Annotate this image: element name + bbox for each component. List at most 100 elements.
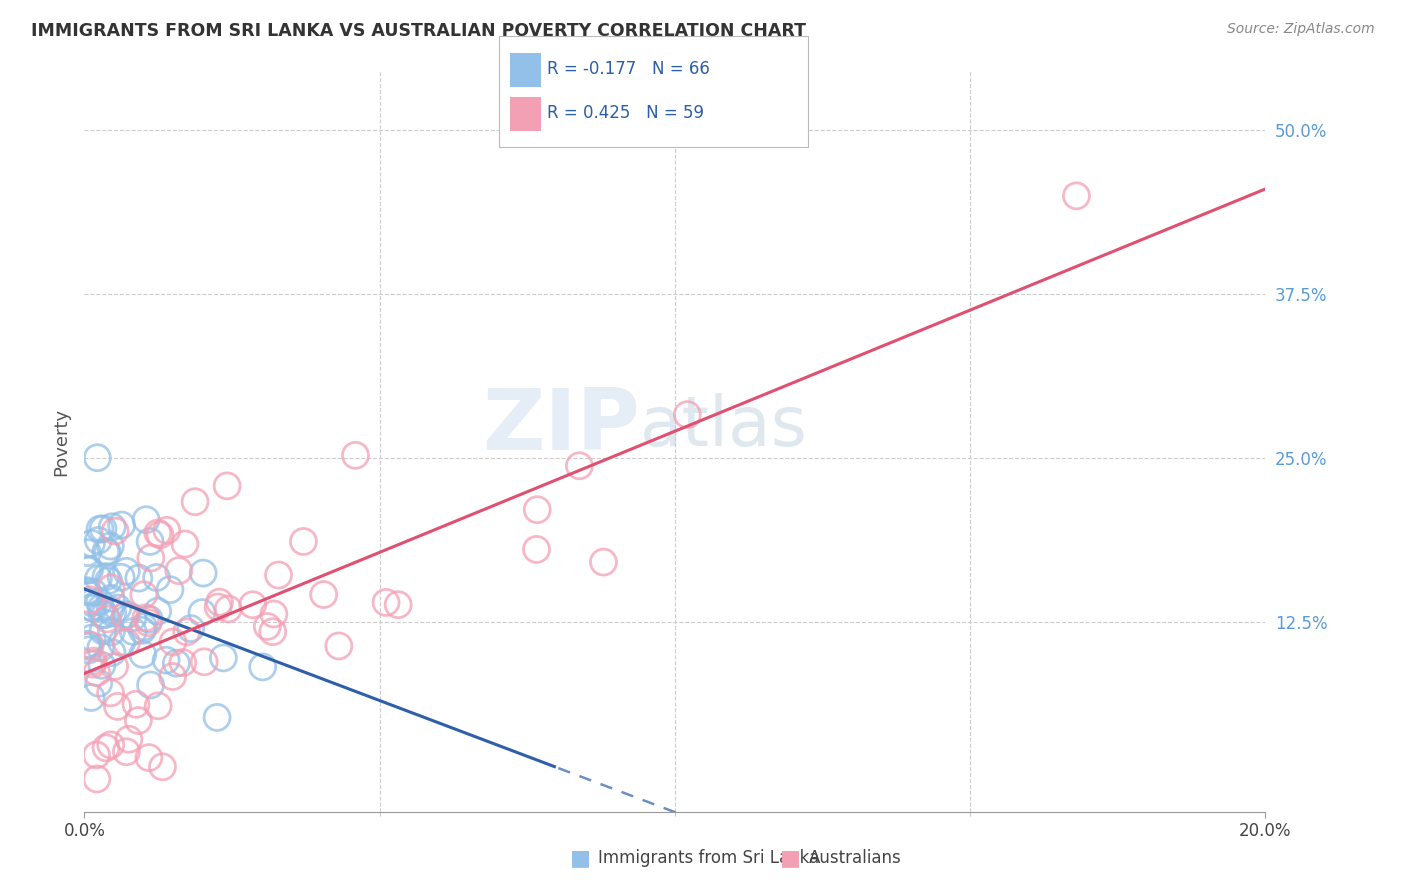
Point bbox=[167, 564, 190, 578]
Point bbox=[127, 714, 149, 728]
Point bbox=[107, 699, 129, 714]
Point bbox=[86, 665, 108, 680]
Point bbox=[135, 611, 157, 625]
Point bbox=[242, 598, 264, 612]
Point bbox=[76, 546, 98, 560]
Point bbox=[132, 588, 155, 602]
Point bbox=[162, 669, 184, 683]
Point bbox=[156, 524, 179, 538]
Point bbox=[86, 450, 108, 465]
Point bbox=[262, 624, 284, 639]
Point bbox=[174, 537, 197, 551]
Point bbox=[87, 572, 110, 586]
Text: R = -0.177   N = 66: R = -0.177 N = 66 bbox=[547, 60, 710, 78]
Point bbox=[152, 760, 174, 774]
Point bbox=[139, 534, 162, 549]
Point bbox=[94, 544, 117, 558]
Text: Immigrants from Sri Lanka: Immigrants from Sri Lanka bbox=[598, 849, 818, 867]
Point bbox=[115, 607, 138, 622]
Point bbox=[86, 772, 108, 786]
Point bbox=[80, 600, 103, 615]
Point bbox=[128, 571, 150, 585]
Point bbox=[76, 585, 98, 599]
Point bbox=[146, 526, 169, 541]
Point bbox=[146, 604, 169, 618]
Point bbox=[592, 555, 614, 569]
Point bbox=[217, 479, 239, 493]
Point bbox=[101, 606, 124, 620]
Point bbox=[87, 533, 110, 548]
Text: R = 0.425   N = 59: R = 0.425 N = 59 bbox=[547, 104, 704, 122]
Point bbox=[212, 651, 235, 665]
Text: ■: ■ bbox=[569, 848, 591, 868]
Point bbox=[94, 607, 117, 622]
Point bbox=[139, 551, 162, 566]
Text: atlas: atlas bbox=[640, 393, 807, 460]
Point bbox=[118, 732, 141, 747]
Point bbox=[115, 564, 138, 578]
Point bbox=[132, 620, 155, 634]
Point bbox=[263, 607, 285, 621]
Point bbox=[100, 738, 122, 752]
Point bbox=[82, 631, 104, 645]
Point bbox=[90, 640, 112, 655]
Point bbox=[193, 655, 215, 669]
Text: Australians: Australians bbox=[808, 849, 901, 867]
Point bbox=[87, 676, 110, 690]
Point bbox=[122, 610, 145, 624]
Point bbox=[115, 635, 138, 649]
Text: Source: ZipAtlas.com: Source: ZipAtlas.com bbox=[1227, 22, 1375, 37]
Point bbox=[375, 595, 398, 609]
Point bbox=[80, 596, 103, 610]
Point bbox=[208, 595, 231, 609]
Text: ZIP: ZIP bbox=[482, 385, 640, 468]
Point bbox=[191, 566, 214, 580]
Point bbox=[207, 600, 229, 615]
Point bbox=[91, 624, 114, 638]
Point bbox=[89, 522, 111, 536]
Point bbox=[155, 653, 177, 667]
Point bbox=[100, 624, 122, 639]
Point bbox=[100, 591, 122, 606]
Point bbox=[101, 646, 124, 660]
Point bbox=[104, 524, 127, 538]
Point bbox=[136, 615, 159, 630]
Point bbox=[91, 607, 114, 622]
Point bbox=[110, 518, 132, 533]
Point bbox=[82, 585, 104, 599]
Point bbox=[98, 602, 121, 616]
Point bbox=[217, 602, 239, 616]
Point bbox=[159, 582, 181, 597]
Point bbox=[80, 690, 103, 705]
Point bbox=[98, 539, 121, 553]
Point bbox=[94, 740, 117, 755]
Point bbox=[107, 601, 129, 615]
Point bbox=[146, 698, 169, 713]
Point bbox=[328, 639, 350, 653]
Point bbox=[145, 570, 167, 584]
Point bbox=[79, 639, 101, 653]
Point bbox=[135, 513, 157, 527]
Point bbox=[312, 588, 335, 602]
Point bbox=[80, 536, 103, 550]
Point bbox=[76, 563, 98, 577]
Point bbox=[138, 612, 160, 626]
Point bbox=[100, 581, 122, 595]
Point bbox=[122, 624, 145, 639]
Y-axis label: Poverty: Poverty bbox=[52, 408, 70, 475]
Point bbox=[138, 750, 160, 764]
Point bbox=[162, 635, 184, 649]
Point bbox=[89, 594, 111, 608]
Point bbox=[82, 657, 104, 672]
Point bbox=[86, 747, 108, 762]
Point bbox=[76, 583, 98, 598]
Point bbox=[97, 574, 120, 588]
Point bbox=[526, 542, 548, 557]
Point bbox=[344, 448, 367, 462]
Point bbox=[110, 570, 132, 584]
Point bbox=[184, 494, 207, 508]
Point bbox=[82, 654, 104, 668]
Point bbox=[267, 568, 290, 582]
Point bbox=[90, 658, 112, 673]
Point bbox=[103, 659, 125, 673]
